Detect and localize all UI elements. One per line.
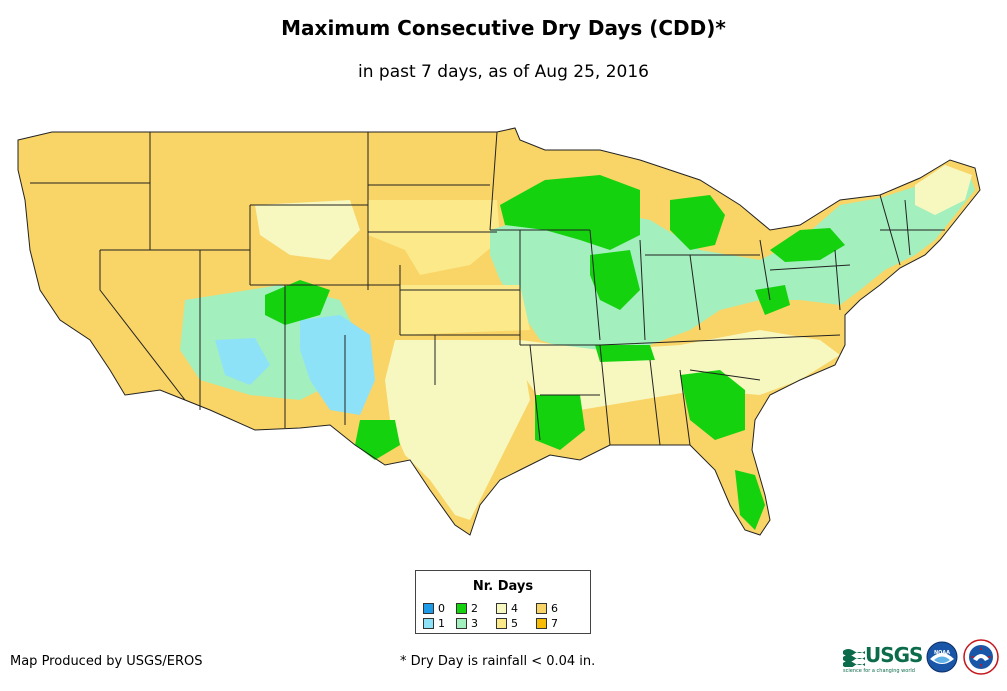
noaa-logo-icon: NOAA [926, 641, 958, 673]
region-colorado-2 [265, 280, 330, 325]
legend-item: 7 [536, 618, 558, 630]
region-tennessee-2 [595, 345, 655, 362]
region-wisconsin-2 [500, 175, 640, 250]
map-credit: Map Produced by USGS/EROS [10, 654, 203, 669]
legend-swatch [423, 603, 434, 614]
usgs-wordmark: USGS [865, 643, 923, 667]
region-maine-4 [915, 165, 972, 215]
legend-swatch [536, 618, 547, 629]
region-newmexico-1 [300, 315, 375, 415]
legend-label: 6 [551, 602, 558, 615]
region-illinois-2 [590, 250, 640, 310]
legend-swatch [496, 618, 507, 629]
region-plains-5 [368, 200, 500, 275]
region-texas-2 [355, 420, 400, 460]
usgs-tagline: science for a changing world [843, 668, 915, 674]
region-westvirginia-2 [755, 285, 790, 315]
region-wyoming-4 [255, 200, 360, 260]
legend-title: Nr. Days [472, 579, 534, 594]
legend-label: 0 [438, 602, 445, 615]
region-conus-base [18, 128, 980, 535]
legend-swatch [456, 603, 467, 614]
legend-label: 3 [471, 617, 478, 630]
map-footnote: * Dry Day is rainfall < 0.04 in. [400, 654, 596, 669]
region-florida-2 [735, 470, 765, 530]
legend-label: 4 [511, 602, 518, 615]
map-subtitle: in past 7 days, as of Aug 25, 2016 [358, 62, 649, 82]
region-southplains-4 [385, 340, 530, 520]
legend-swatch [423, 618, 434, 629]
legend-item: 2 [456, 603, 478, 615]
legend: Nr. Days 0 1 2 3 4 5 6 7 [415, 570, 591, 634]
region-michigan-2 [670, 195, 725, 250]
legend-item: 0 [423, 603, 445, 615]
legend-label: 5 [511, 617, 518, 630]
legend-label: 7 [551, 617, 558, 630]
noaa-label: NOAA [934, 650, 950, 656]
legend-item: 5 [496, 618, 518, 630]
legend-label: 2 [471, 602, 478, 615]
legend-item: 3 [456, 618, 478, 630]
region-kansas-5 [400, 285, 530, 335]
legend-item: 4 [496, 603, 518, 615]
legend-swatch [456, 618, 467, 629]
usgs-wave-icon [843, 649, 865, 667]
legend-swatch [496, 603, 507, 614]
legend-label: 1 [438, 617, 445, 630]
nws-logo-icon [963, 639, 999, 675]
conus-outline [17, 127, 981, 536]
legend-item: 6 [536, 603, 558, 615]
region-georgia-2 [680, 370, 745, 440]
boundary-lines [30, 131, 945, 446]
map-title: Maximum Consecutive Dry Days (CDD)* [281, 16, 726, 40]
region-pennsylvania-2 [770, 228, 845, 262]
legend-swatch [536, 603, 547, 614]
usgs-logo-icon: USGS science for a changing world [843, 643, 923, 675]
state-boundaries [17, 127, 981, 536]
legend-item: 1 [423, 618, 445, 630]
region-arizona-1 [215, 338, 270, 385]
map-regions [18, 128, 980, 535]
region-arkansas-2 [535, 395, 585, 450]
